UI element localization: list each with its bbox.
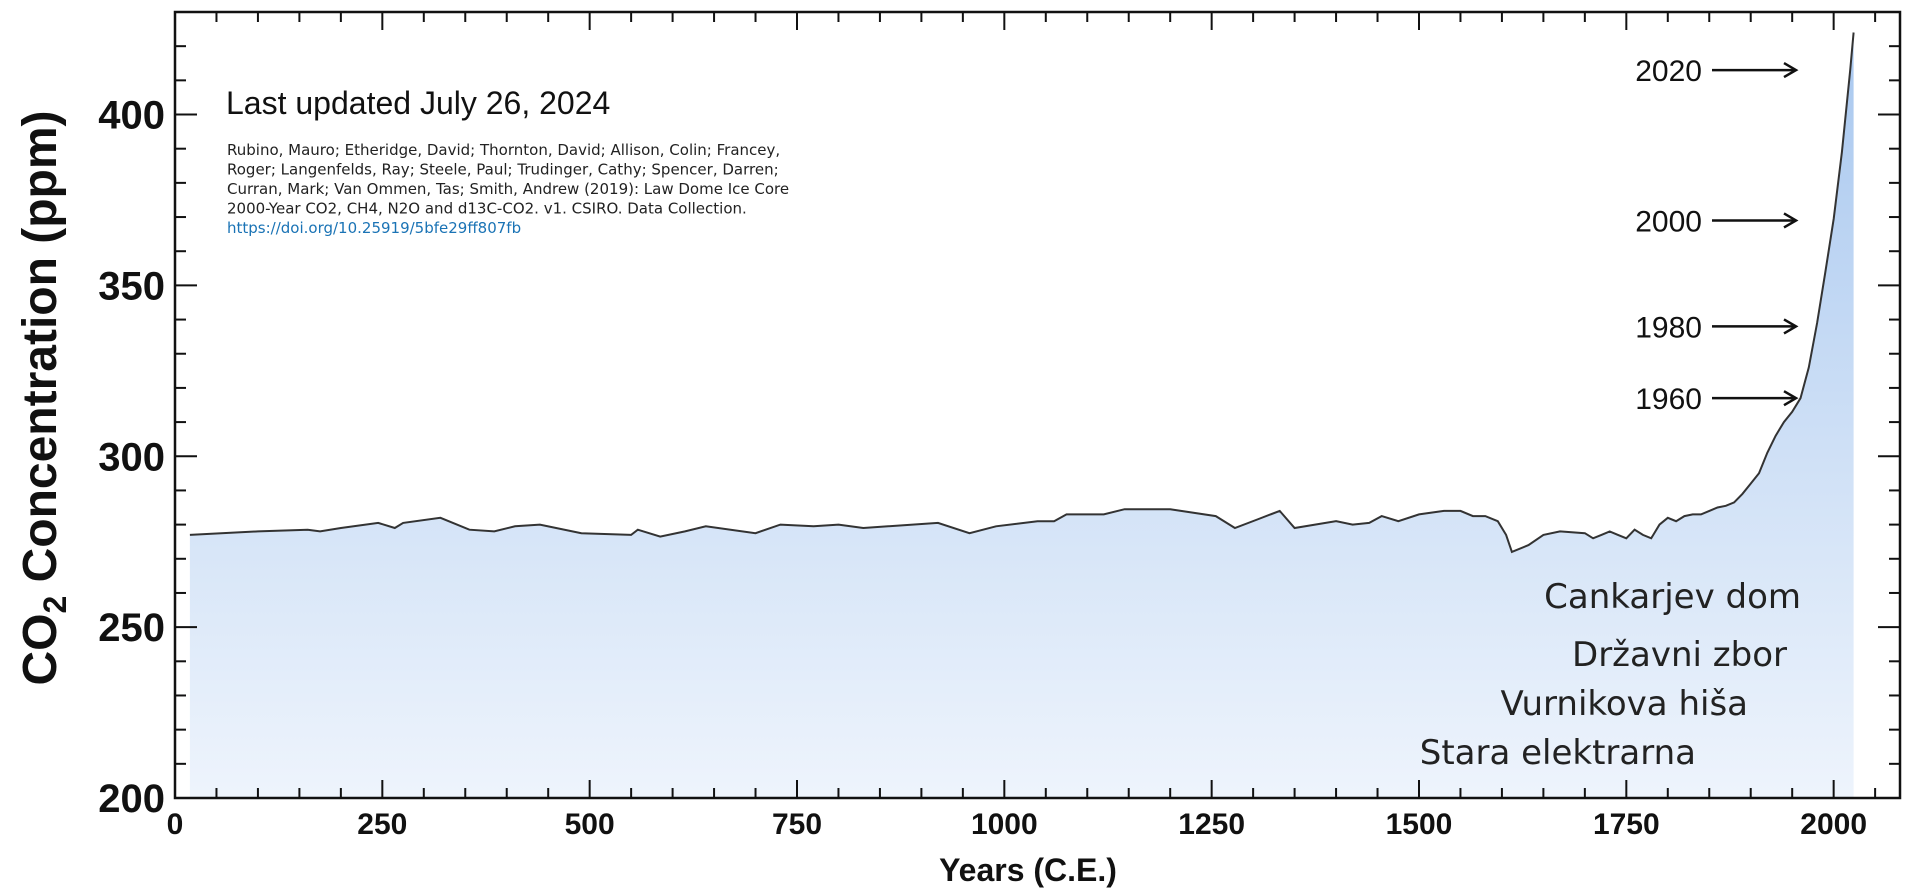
x-tick-label: 1250	[1178, 808, 1245, 841]
venue-label-cankarjev-dom: Cankarjev dom	[1544, 577, 1801, 617]
citation-line: Roger; Langenfelds, Ray; Steele, Paul; T…	[227, 161, 779, 179]
x-tick-label: 1750	[1593, 808, 1660, 841]
citation-line: Rubino, Mauro; Etheridge, David; Thornto…	[227, 141, 780, 159]
y-axis-title-rest: Concentration (ppm)	[14, 110, 67, 595]
x-axis-title: Years (C.E.)	[939, 852, 1117, 888]
venue-label-drzavni-zbor: Državni zbor	[1572, 635, 1787, 675]
x-tick-label: 250	[357, 808, 407, 841]
year-annotations: 2020 2000 1980 1960	[1635, 55, 1799, 416]
co2-series-line	[189, 32, 1855, 554]
y-tick-label: 250	[98, 606, 165, 650]
year-annotation-label: 1960	[1635, 383, 1702, 416]
co2-area-fill	[189, 32, 1854, 798]
y-axis-title: CO2 Concentration (ppm)	[14, 110, 73, 685]
y-axis-title-main: CO	[14, 614, 67, 686]
y-tick-label: 300	[98, 435, 165, 479]
venue-label-vurnikova-hisa: Vurnikova hiša	[1501, 684, 1748, 724]
x-tick-label: 500	[565, 808, 615, 841]
ticks-layer: 200 250 300 350 400 0 250 500 750 1000 1250 1500 175…	[98, 11, 1900, 841]
arrowhead-icon	[1783, 212, 1799, 229]
citation-block: Rubino, Mauro; Etheridge, David; Thornto…	[227, 141, 789, 218]
citation-line: 2000-Year CO2, CH4, N2O and d13C-CO2. v1…	[227, 200, 747, 218]
x-tick-label: 2000	[1800, 808, 1867, 841]
plot-frame	[173, 10, 1902, 800]
year-annotation-label: 2020	[1635, 55, 1702, 88]
arrowhead-icon	[1783, 390, 1799, 407]
y-axis-title-subscript: 2	[37, 596, 73, 614]
y-tick-label: 350	[98, 264, 165, 308]
citation-link[interactable]: https://doi.org/10.25919/5bfe29ff807fb	[227, 219, 521, 237]
arrowhead-icon	[1783, 62, 1799, 79]
venue-label-stara-elektrarna: Stara elektrarna	[1420, 733, 1696, 773]
x-tick-label: 1000	[971, 808, 1038, 841]
x-tick-label: 1500	[1386, 808, 1453, 841]
year-annotation-label: 1980	[1635, 311, 1702, 344]
x-tick-label: 0	[167, 808, 184, 841]
arrowhead-icon	[1783, 318, 1799, 335]
x-tick-label: 750	[772, 808, 822, 841]
y-tick-label: 200	[98, 777, 165, 821]
y-tick-label: 400	[98, 94, 165, 138]
citation-line: Curran, Mark; Van Ommen, Tas; Smith, And…	[227, 180, 789, 198]
last-updated-text: Last updated July 26, 2024	[226, 85, 610, 121]
year-annotation-label: 2000	[1635, 205, 1702, 238]
